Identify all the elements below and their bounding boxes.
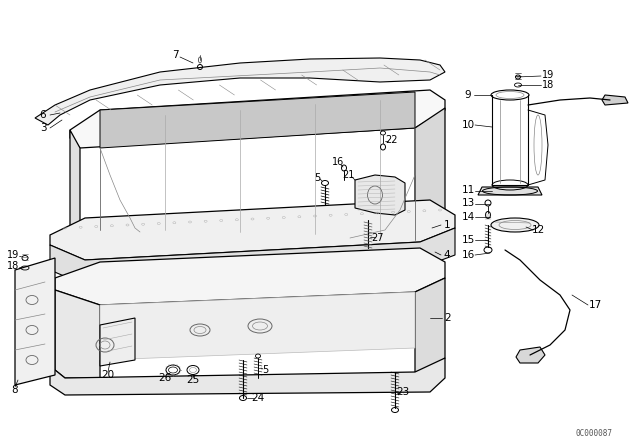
Polygon shape — [80, 230, 415, 242]
Text: 6: 6 — [40, 110, 46, 120]
Polygon shape — [50, 228, 455, 285]
Polygon shape — [70, 130, 80, 240]
Text: 15: 15 — [461, 235, 475, 245]
Text: 25: 25 — [186, 375, 200, 385]
Polygon shape — [50, 358, 445, 395]
Text: 13: 13 — [461, 198, 475, 208]
Polygon shape — [415, 278, 445, 372]
Text: 18: 18 — [542, 80, 554, 90]
Polygon shape — [478, 187, 542, 195]
Text: 27: 27 — [372, 233, 384, 243]
Text: 8: 8 — [12, 385, 19, 395]
Text: 5: 5 — [314, 173, 320, 183]
Text: 12: 12 — [531, 225, 545, 235]
Polygon shape — [602, 95, 628, 105]
Text: 3: 3 — [40, 123, 46, 133]
Text: 19: 19 — [7, 250, 19, 260]
Text: 26: 26 — [158, 373, 172, 383]
Text: 11: 11 — [461, 185, 475, 195]
Text: 24: 24 — [252, 393, 264, 403]
Polygon shape — [50, 200, 455, 260]
Text: 14: 14 — [461, 212, 475, 222]
Text: 18: 18 — [7, 261, 19, 271]
Polygon shape — [516, 347, 545, 363]
Text: 0C000087: 0C000087 — [576, 429, 613, 438]
Text: 10: 10 — [461, 120, 475, 130]
Text: 21: 21 — [342, 170, 354, 180]
Polygon shape — [55, 290, 100, 378]
Text: 7: 7 — [172, 50, 179, 60]
Text: 9: 9 — [465, 90, 471, 100]
Text: 17: 17 — [588, 300, 602, 310]
Polygon shape — [100, 92, 415, 148]
Text: 16: 16 — [332, 157, 344, 167]
Text: 2: 2 — [445, 313, 451, 323]
Polygon shape — [55, 248, 445, 305]
Polygon shape — [415, 108, 445, 248]
Polygon shape — [15, 258, 55, 385]
Polygon shape — [35, 58, 445, 125]
Text: 16: 16 — [461, 250, 475, 260]
Ellipse shape — [491, 218, 539, 232]
Text: 20: 20 — [101, 370, 115, 380]
Text: 22: 22 — [386, 135, 398, 145]
Text: 5: 5 — [262, 365, 268, 375]
Polygon shape — [100, 318, 135, 366]
Text: 19: 19 — [542, 70, 554, 80]
Polygon shape — [70, 90, 445, 148]
Text: 1: 1 — [444, 220, 451, 230]
Polygon shape — [100, 292, 415, 360]
Text: 4: 4 — [444, 250, 451, 260]
Text: 23: 23 — [396, 387, 410, 397]
Polygon shape — [355, 175, 405, 215]
